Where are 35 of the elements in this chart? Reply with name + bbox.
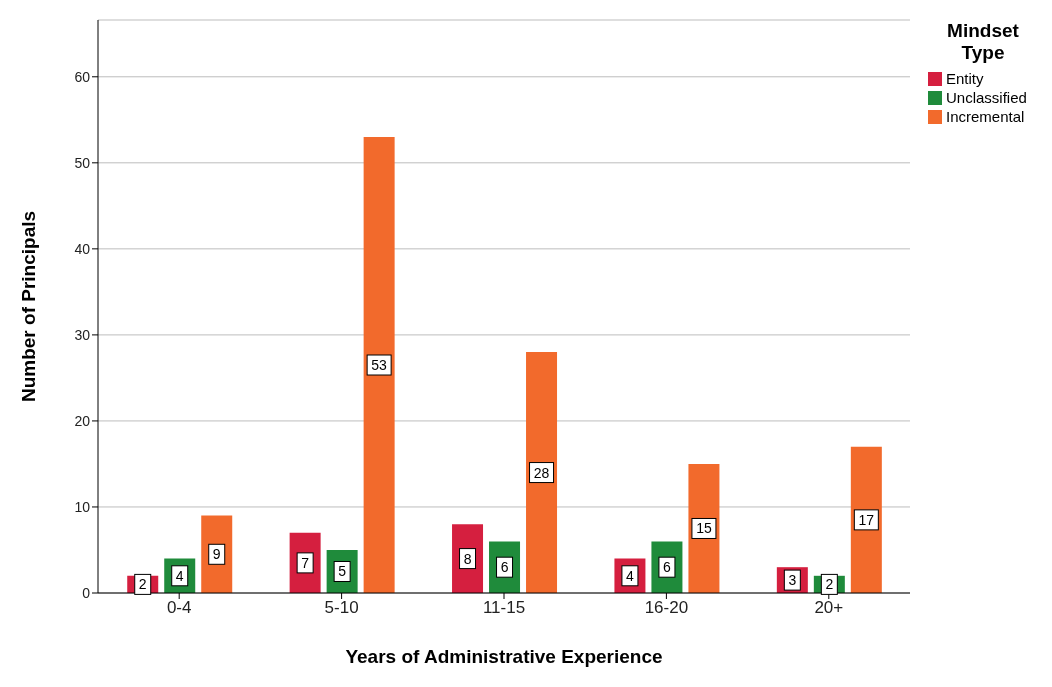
data-label: 6 <box>500 559 509 576</box>
x-tick-label: 16-20 <box>644 598 689 618</box>
y-tick-label: 20 <box>74 412 91 429</box>
x-tick-label: 20+ <box>814 598 844 618</box>
data-label: 9 <box>212 546 221 563</box>
data-label: 6 <box>663 559 672 576</box>
legend-label: Unclassified <box>946 89 1027 106</box>
legend-label: Entity <box>946 70 984 87</box>
data-label: 4 <box>626 567 635 584</box>
x-tick-label: 11-15 <box>482 598 526 618</box>
legend-title: Mindset Type <box>946 20 1020 64</box>
data-label: 2 <box>138 576 147 593</box>
y-tick-label: 60 <box>74 68 91 85</box>
data-label: 28 <box>533 464 550 481</box>
y-tick-label: 0 <box>82 584 91 601</box>
y-tick-label: 10 <box>74 498 91 515</box>
data-label: 3 <box>788 572 797 589</box>
y-tick-label: 40 <box>74 240 91 257</box>
legend-label: Incremental <box>946 108 1025 125</box>
bar <box>363 137 395 593</box>
x-tick-label: 5-10 <box>324 598 359 618</box>
x-tick-label: 0-4 <box>166 598 192 618</box>
y-tick-label: 30 <box>74 326 91 343</box>
data-label: 7 <box>301 554 310 571</box>
data-label: 17 <box>858 511 875 528</box>
data-label: 53 <box>371 357 388 373</box>
bar <box>526 352 558 593</box>
y-tick-label: 50 <box>74 154 91 171</box>
data-label: 8 <box>463 550 472 567</box>
data-label: 15 <box>696 520 712 537</box>
data-label: 5 <box>338 563 347 580</box>
y-axis-title: Number of Principals <box>17 210 39 403</box>
x-axis-title: Years of Administrative Experience <box>345 646 663 667</box>
data-label: 4 <box>175 567 184 584</box>
data-label: 2 <box>825 576 834 593</box>
